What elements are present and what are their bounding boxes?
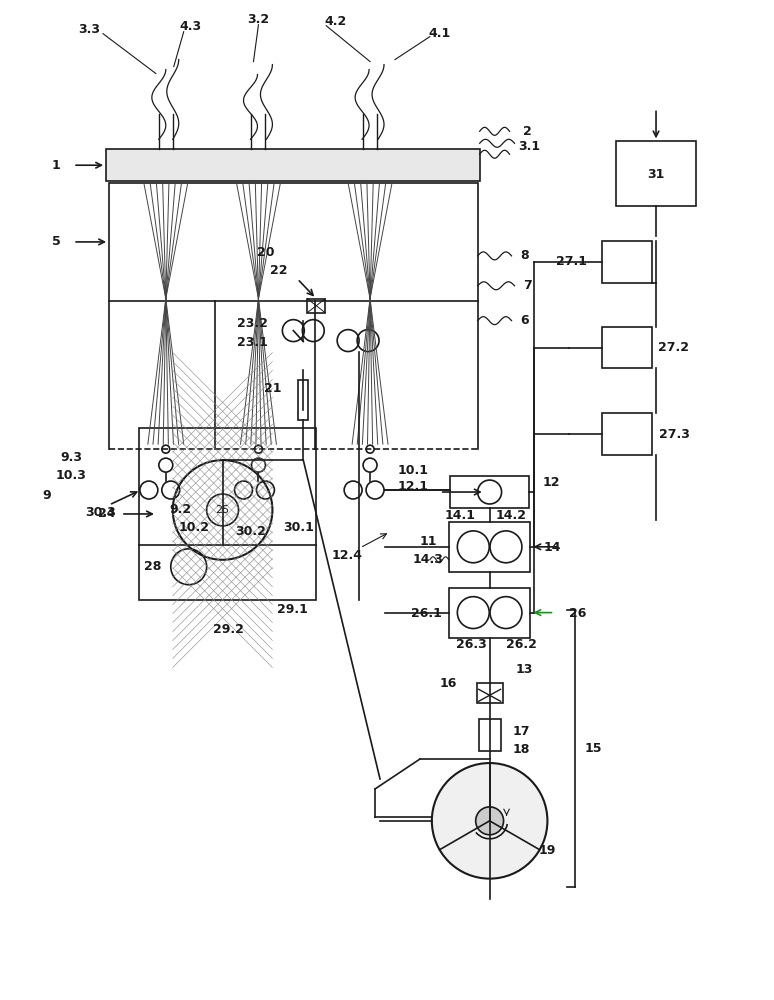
Text: 24: 24 <box>98 507 116 520</box>
Text: 5: 5 <box>52 235 60 248</box>
Text: 15: 15 <box>584 742 602 755</box>
Text: 29.2: 29.2 <box>213 623 244 636</box>
Text: 22: 22 <box>269 264 287 277</box>
Bar <box>449 588 530 638</box>
Text: 12.4: 12.4 <box>331 549 363 562</box>
Text: 18: 18 <box>513 743 530 756</box>
Bar <box>477 683 502 703</box>
Text: 9.3: 9.3 <box>60 451 82 464</box>
Text: 28: 28 <box>144 560 162 573</box>
Text: 25: 25 <box>215 505 230 515</box>
Text: 1: 1 <box>52 159 60 172</box>
Text: 21: 21 <box>264 382 281 395</box>
Text: 14.2: 14.2 <box>496 509 527 522</box>
Circle shape <box>476 807 504 835</box>
Text: 7: 7 <box>523 279 532 292</box>
Bar <box>139 428 317 600</box>
Text: 4.1: 4.1 <box>429 27 451 40</box>
Text: 13: 13 <box>515 663 533 676</box>
Text: 16: 16 <box>439 677 457 690</box>
Bar <box>106 149 480 181</box>
Text: 4.3: 4.3 <box>180 20 202 33</box>
Text: 4.2: 4.2 <box>324 15 346 28</box>
Text: 10.1: 10.1 <box>397 464 428 477</box>
Text: 8: 8 <box>520 249 529 262</box>
Bar <box>602 327 652 368</box>
Text: 27.2: 27.2 <box>659 341 690 354</box>
Text: 10.2: 10.2 <box>178 521 209 534</box>
Text: 26: 26 <box>569 607 586 620</box>
Text: 14.3: 14.3 <box>413 553 444 566</box>
Text: 27.1: 27.1 <box>556 255 587 268</box>
Text: 3.3: 3.3 <box>78 23 100 36</box>
Bar <box>616 141 696 206</box>
Bar <box>298 380 308 420</box>
Bar <box>307 299 325 313</box>
Text: 14.1: 14.1 <box>444 509 475 522</box>
Text: 27.3: 27.3 <box>659 428 690 441</box>
Text: 23.1: 23.1 <box>237 336 268 349</box>
Text: 3.2: 3.2 <box>248 13 269 26</box>
Text: 31: 31 <box>647 168 665 181</box>
Text: 2: 2 <box>523 125 532 138</box>
Text: 9: 9 <box>42 489 50 502</box>
Text: 14: 14 <box>543 541 561 554</box>
Text: 30.2: 30.2 <box>235 525 266 538</box>
Text: 30.1: 30.1 <box>283 521 313 534</box>
Text: 26.2: 26.2 <box>506 638 537 651</box>
Text: 17: 17 <box>512 725 530 738</box>
Bar <box>478 719 501 751</box>
Text: 11: 11 <box>419 535 437 548</box>
Text: 10.3: 10.3 <box>56 469 87 482</box>
Text: 20: 20 <box>257 246 274 259</box>
Bar <box>602 413 652 455</box>
Text: 26.1: 26.1 <box>412 607 442 620</box>
Text: 6: 6 <box>520 314 529 327</box>
Bar <box>450 476 529 508</box>
Bar <box>449 522 530 572</box>
Text: 19: 19 <box>539 844 556 857</box>
Text: 12.1: 12.1 <box>397 480 428 493</box>
Text: 29.1: 29.1 <box>277 603 308 616</box>
Text: 26.3: 26.3 <box>457 638 487 651</box>
Circle shape <box>207 494 238 526</box>
Bar <box>602 241 652 283</box>
Text: 3.1: 3.1 <box>519 140 540 153</box>
Text: 9.2: 9.2 <box>170 503 192 516</box>
Text: 30.3: 30.3 <box>86 506 116 519</box>
Text: 23.2: 23.2 <box>237 317 268 330</box>
Bar <box>109 183 478 301</box>
Circle shape <box>432 763 547 879</box>
Text: 12: 12 <box>543 476 560 489</box>
